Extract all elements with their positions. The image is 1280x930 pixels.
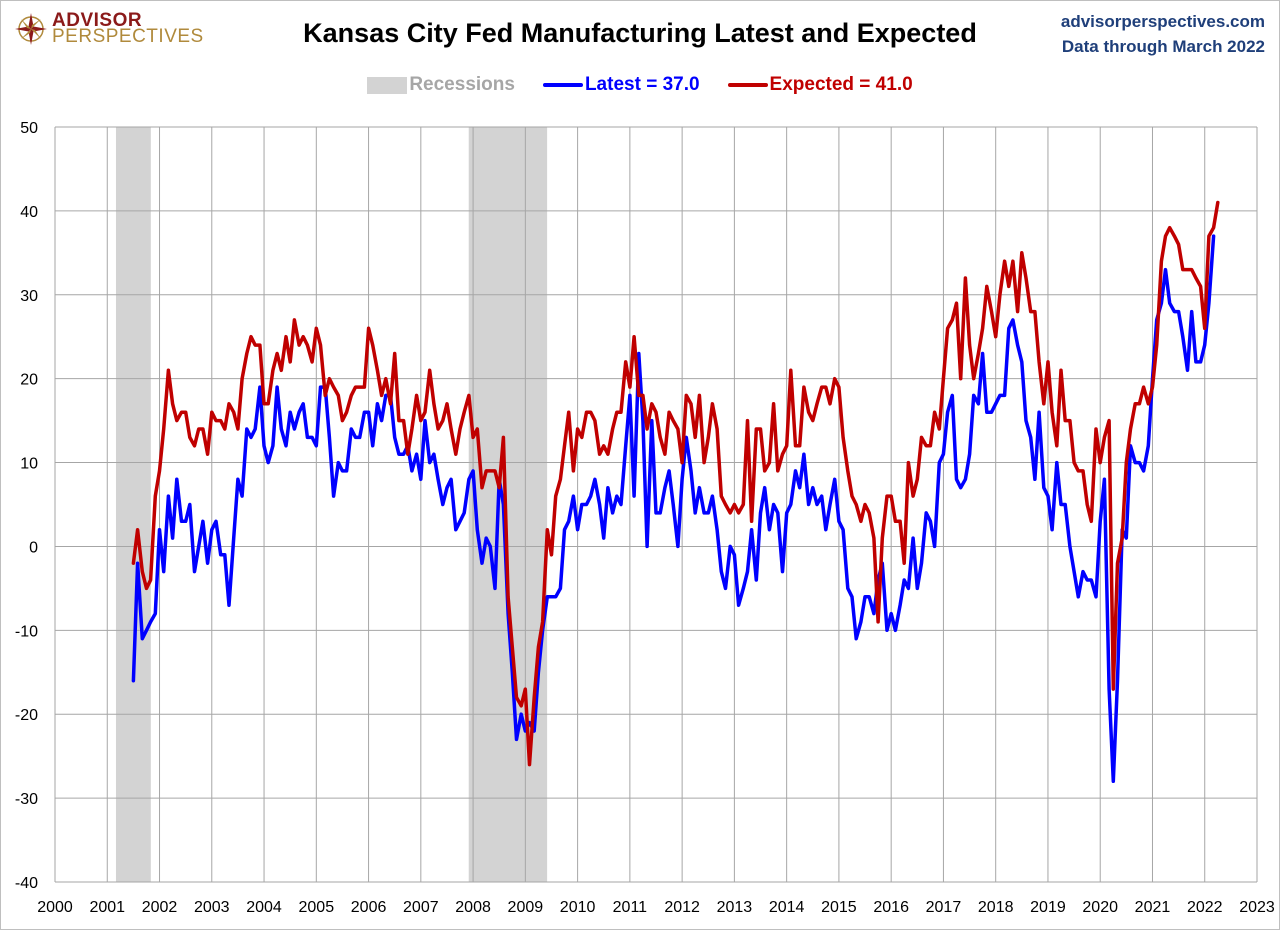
- brand-name-line2: PERSPECTIVES: [52, 26, 204, 47]
- legend-label-recessions: Recessions: [409, 74, 515, 95]
- x-tick-label: 2022: [1187, 899, 1223, 916]
- x-tick-label: 2014: [769, 899, 805, 916]
- legend-swatch-recessions: [367, 76, 408, 94]
- x-tick-label: 2001: [89, 899, 125, 916]
- x-tick-label: 2010: [560, 899, 596, 916]
- x-tick-label: 2009: [508, 899, 544, 916]
- y-tick-label: 0: [29, 539, 38, 556]
- x-tick-label: 2013: [717, 899, 753, 916]
- x-tick-label: 2002: [142, 899, 178, 916]
- x-tick-label: 2019: [1030, 899, 1066, 916]
- x-tick-label: 2008: [455, 899, 491, 916]
- brand-name-line1: ADVISOR: [52, 10, 143, 31]
- brand-logo: ADVISOR PERSPECTIVES: [14, 10, 204, 47]
- x-tick-label: 2003: [194, 899, 230, 916]
- x-tick-label: 2007: [403, 899, 439, 916]
- x-tick-label: 2018: [978, 899, 1014, 916]
- y-tick-label: -20: [15, 707, 38, 724]
- y-tick-label: -40: [15, 875, 38, 892]
- source-info: advisorperspectives.com Data through Mar…: [1061, 9, 1265, 59]
- x-tick-label: 2023: [1239, 899, 1275, 916]
- x-tick-label: 2005: [299, 899, 335, 916]
- legend-label-expected: Expected = 41.0: [769, 74, 913, 95]
- x-tick-label: 2000: [37, 899, 73, 916]
- series-line-expected: [131, 200, 1220, 767]
- legend-item-latest: Latest = 37.0: [542, 74, 700, 96]
- y-tick-label: 10: [20, 456, 38, 473]
- x-tick-label: 2011: [613, 899, 648, 916]
- y-tick-label: 40: [20, 204, 38, 221]
- legend-swatch-latest: [542, 83, 583, 87]
- legend-swatch-expected: [727, 83, 768, 87]
- y-tick-label: 50: [20, 120, 38, 137]
- x-tick-label: 2006: [351, 899, 387, 916]
- compass-rose-icon: [15, 13, 47, 45]
- legend-item-expected: Expected = 41.0: [727, 74, 913, 96]
- chart-title: Kansas City Fed Manufacturing Latest and…: [303, 18, 977, 48]
- x-tick-label: 2021: [1135, 899, 1171, 916]
- legend-label-latest: Latest = 37.0: [584, 74, 700, 95]
- series-line-latest: [131, 234, 1216, 784]
- legend-item-recessions: Recessions: [367, 74, 515, 96]
- x-tick-label: 2016: [873, 899, 909, 916]
- source-site: advisorperspectives.com: [1060, 12, 1265, 31]
- chart-legend: Recessions Latest = 37.0 Expected = 41.0: [0, 74, 1280, 96]
- x-tick-label: 2020: [1082, 899, 1118, 916]
- y-tick-label: -30: [15, 791, 38, 808]
- y-tick-label: 20: [20, 372, 38, 389]
- x-tick-label: 2017: [926, 899, 962, 916]
- x-tick-label: 2012: [664, 899, 700, 916]
- x-tick-label: 2004: [246, 899, 282, 916]
- y-tick-label: 30: [20, 288, 38, 305]
- x-tick-label: 2015: [821, 899, 857, 916]
- data-through-note: Data through March 2022: [1061, 37, 1265, 56]
- recession-band-2: [468, 127, 548, 882]
- y-tick-label: -10: [15, 623, 38, 640]
- recession-band-1: [115, 127, 151, 882]
